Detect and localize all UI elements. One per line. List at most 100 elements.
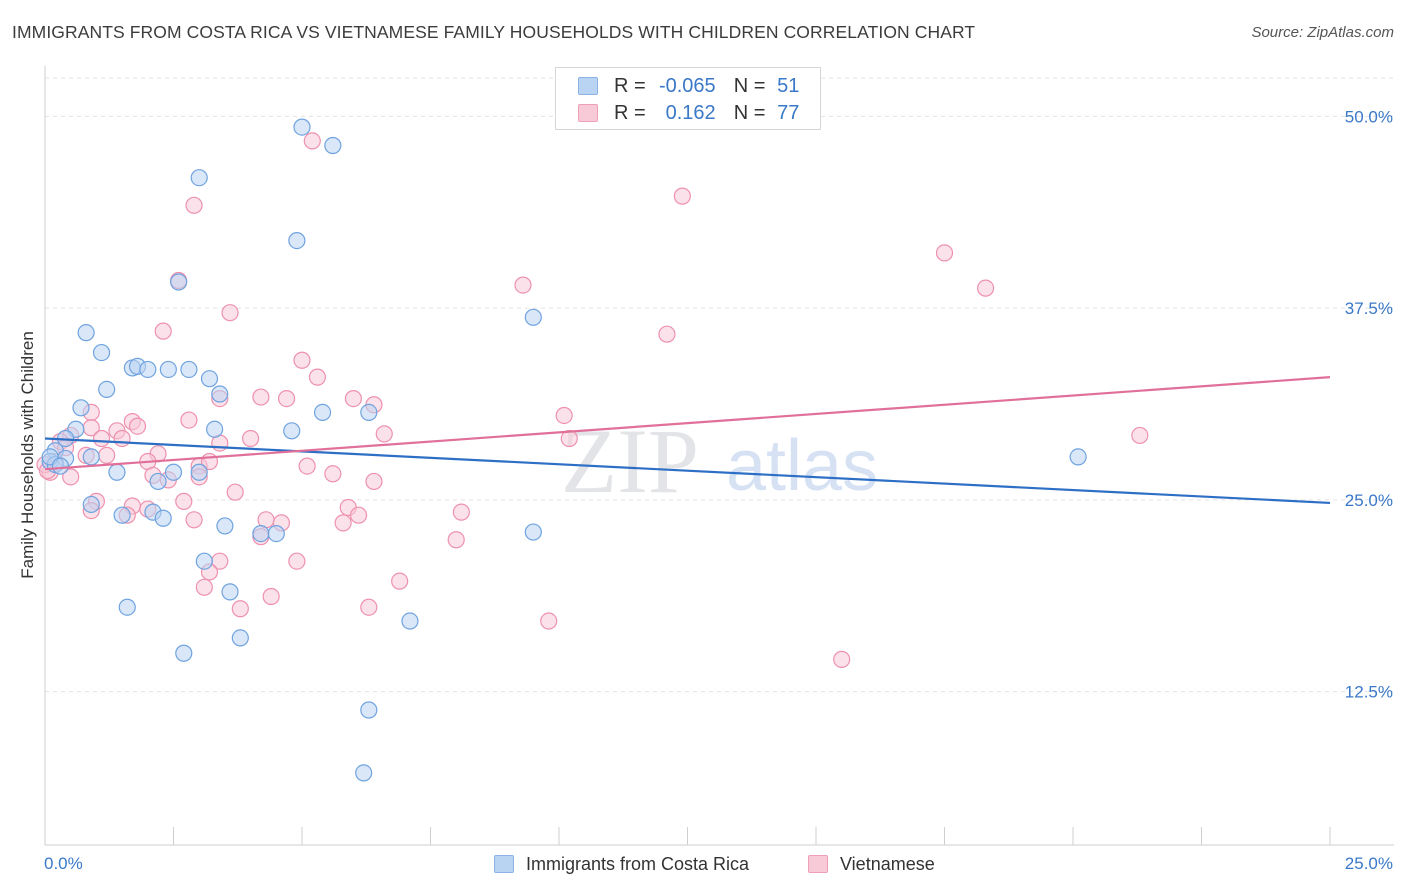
data-point-costa-rica: [180, 360, 198, 379]
legend-r-value: 0.162: [665, 101, 716, 124]
data-point-vietnamese: [154, 322, 172, 340]
legend-label-vietnamese: Vietnamese: [840, 853, 935, 874]
legend-r-label: R =: [614, 101, 646, 124]
data-point-costa-rica: [288, 232, 306, 250]
data-point-costa-rica: [313, 403, 332, 422]
tick-labels: 12.5% 25.0% 37.5% 50.0% 0.0% 25.0%: [44, 107, 1393, 873]
trend-lines: [44, 376, 1331, 505]
data-point-vietnamese: [977, 279, 995, 297]
legend-swatch-pink: [808, 855, 828, 873]
data-point-vietnamese: [180, 411, 198, 429]
data-point-vietnamese: [391, 572, 409, 590]
correlation-legend: R = -0.065 N = 51 R = 0.162 N = 77: [555, 67, 821, 130]
data-point-vietnamese: [360, 598, 378, 616]
data-point-costa-rica: [524, 308, 542, 326]
data-point-costa-rica: [139, 360, 157, 379]
source-label: Source: ZipAtlas.com: [1251, 24, 1394, 41]
data-point-vietnamese: [242, 429, 260, 448]
data-point-costa-rica: [82, 448, 100, 466]
data-point-costa-rica: [92, 343, 111, 362]
trend-line-costa-rica: [44, 437, 1331, 505]
data-point-costa-rica: [231, 629, 249, 647]
legend-item-costa-rica[interactable]: Immigrants from Costa Rica: [494, 852, 749, 876]
legend-row-costa-rica: R = -0.065 N = 51: [578, 73, 799, 99]
data-point-vietnamese: [185, 511, 203, 529]
data-point-vietnamese: [288, 552, 306, 570]
data-point-vietnamese: [277, 390, 296, 408]
legend-row-vietnamese: R = 0.162 N = 77: [578, 100, 799, 126]
legend-swatch-blue: [578, 77, 598, 95]
data-point-vietnamese: [226, 483, 244, 501]
data-point-costa-rica: [195, 552, 213, 570]
legend-swatch-pink: [578, 104, 598, 122]
data-point-costa-rica: [190, 463, 208, 481]
data-point-costa-rica: [355, 764, 373, 782]
data-point-costa-rica: [164, 463, 183, 481]
legend-swatch-blue: [494, 855, 514, 873]
data-point-vietnamese: [560, 429, 578, 448]
data-point-vietnamese: [128, 417, 147, 435]
data-point-vietnamese: [555, 406, 573, 425]
data-point-costa-rica: [267, 524, 285, 543]
data-point-costa-rica: [211, 385, 229, 403]
data-point-costa-rica: [206, 420, 224, 438]
data-point-costa-rica: [524, 523, 542, 541]
legend-item-vietnamese[interactable]: Vietnamese: [808, 852, 935, 876]
data-point-vietnamese: [365, 472, 383, 491]
data-point-costa-rica: [401, 612, 419, 630]
data-point-vietnamese: [303, 132, 321, 150]
data-point-costa-rica: [360, 701, 378, 719]
data-point-vietnamese: [252, 388, 270, 406]
data-point-vietnamese: [195, 578, 213, 596]
data-point-vietnamese: [308, 368, 327, 386]
y-tick-label: 25.0%: [1345, 491, 1393, 510]
legend-n-value: 51: [777, 74, 800, 97]
legend-n-label: N =: [733, 74, 766, 97]
data-point-costa-rica: [190, 169, 208, 187]
grid-lines: [45, 77, 1394, 693]
data-point-costa-rica: [170, 273, 188, 291]
data-point-vietnamese: [231, 600, 249, 618]
legend-r-label: R =: [614, 74, 646, 97]
data-point-vietnamese: [175, 492, 193, 510]
data-point-vietnamese: [62, 468, 80, 486]
data-point-vietnamese: [262, 587, 280, 606]
data-point-vietnamese: [452, 503, 470, 521]
y-tick-label: 37.5%: [1345, 299, 1393, 318]
legend-r-value: -0.065: [658, 74, 716, 97]
x-tick-label: 0.0%: [44, 854, 83, 873]
data-point-vietnamese: [540, 612, 558, 630]
data-point-vietnamese: [833, 650, 851, 668]
watermark-atlas: atlas: [726, 426, 878, 506]
data-point-costa-rica: [77, 324, 95, 342]
data-point-vietnamese: [298, 457, 316, 475]
data-point-costa-rica: [108, 463, 126, 481]
data-point-vietnamese: [98, 446, 116, 464]
axes: [44, 66, 1394, 846]
series-costa-rica: [41, 118, 1087, 782]
series-vietnamese: [36, 132, 1149, 668]
data-point-costa-rica: [154, 509, 172, 527]
data-point-costa-rica: [216, 517, 234, 535]
data-point-vietnamese: [673, 187, 691, 205]
data-point-costa-rica: [72, 399, 90, 417]
y-tick-label: 12.5%: [1345, 683, 1393, 702]
data-point-costa-rica: [175, 644, 193, 662]
data-point-costa-rica: [324, 136, 342, 155]
data-point-vietnamese: [324, 465, 342, 483]
data-point-costa-rica: [159, 360, 177, 379]
data-point-vietnamese: [185, 196, 203, 214]
data-point-costa-rica: [98, 380, 116, 399]
data-point-costa-rica: [118, 598, 136, 616]
data-point-costa-rica: [293, 118, 311, 136]
data-point-vietnamese: [447, 531, 465, 549]
data-point-vietnamese: [514, 276, 532, 294]
data-point-vietnamese: [935, 244, 954, 262]
data-point-vietnamese: [344, 390, 362, 408]
data-point-costa-rica: [221, 583, 239, 601]
data-point-vietnamese: [658, 325, 676, 343]
x-tick-label: 25.0%: [1345, 854, 1393, 873]
data-point-costa-rica: [200, 370, 219, 388]
legend-n-label: N =: [733, 101, 766, 124]
